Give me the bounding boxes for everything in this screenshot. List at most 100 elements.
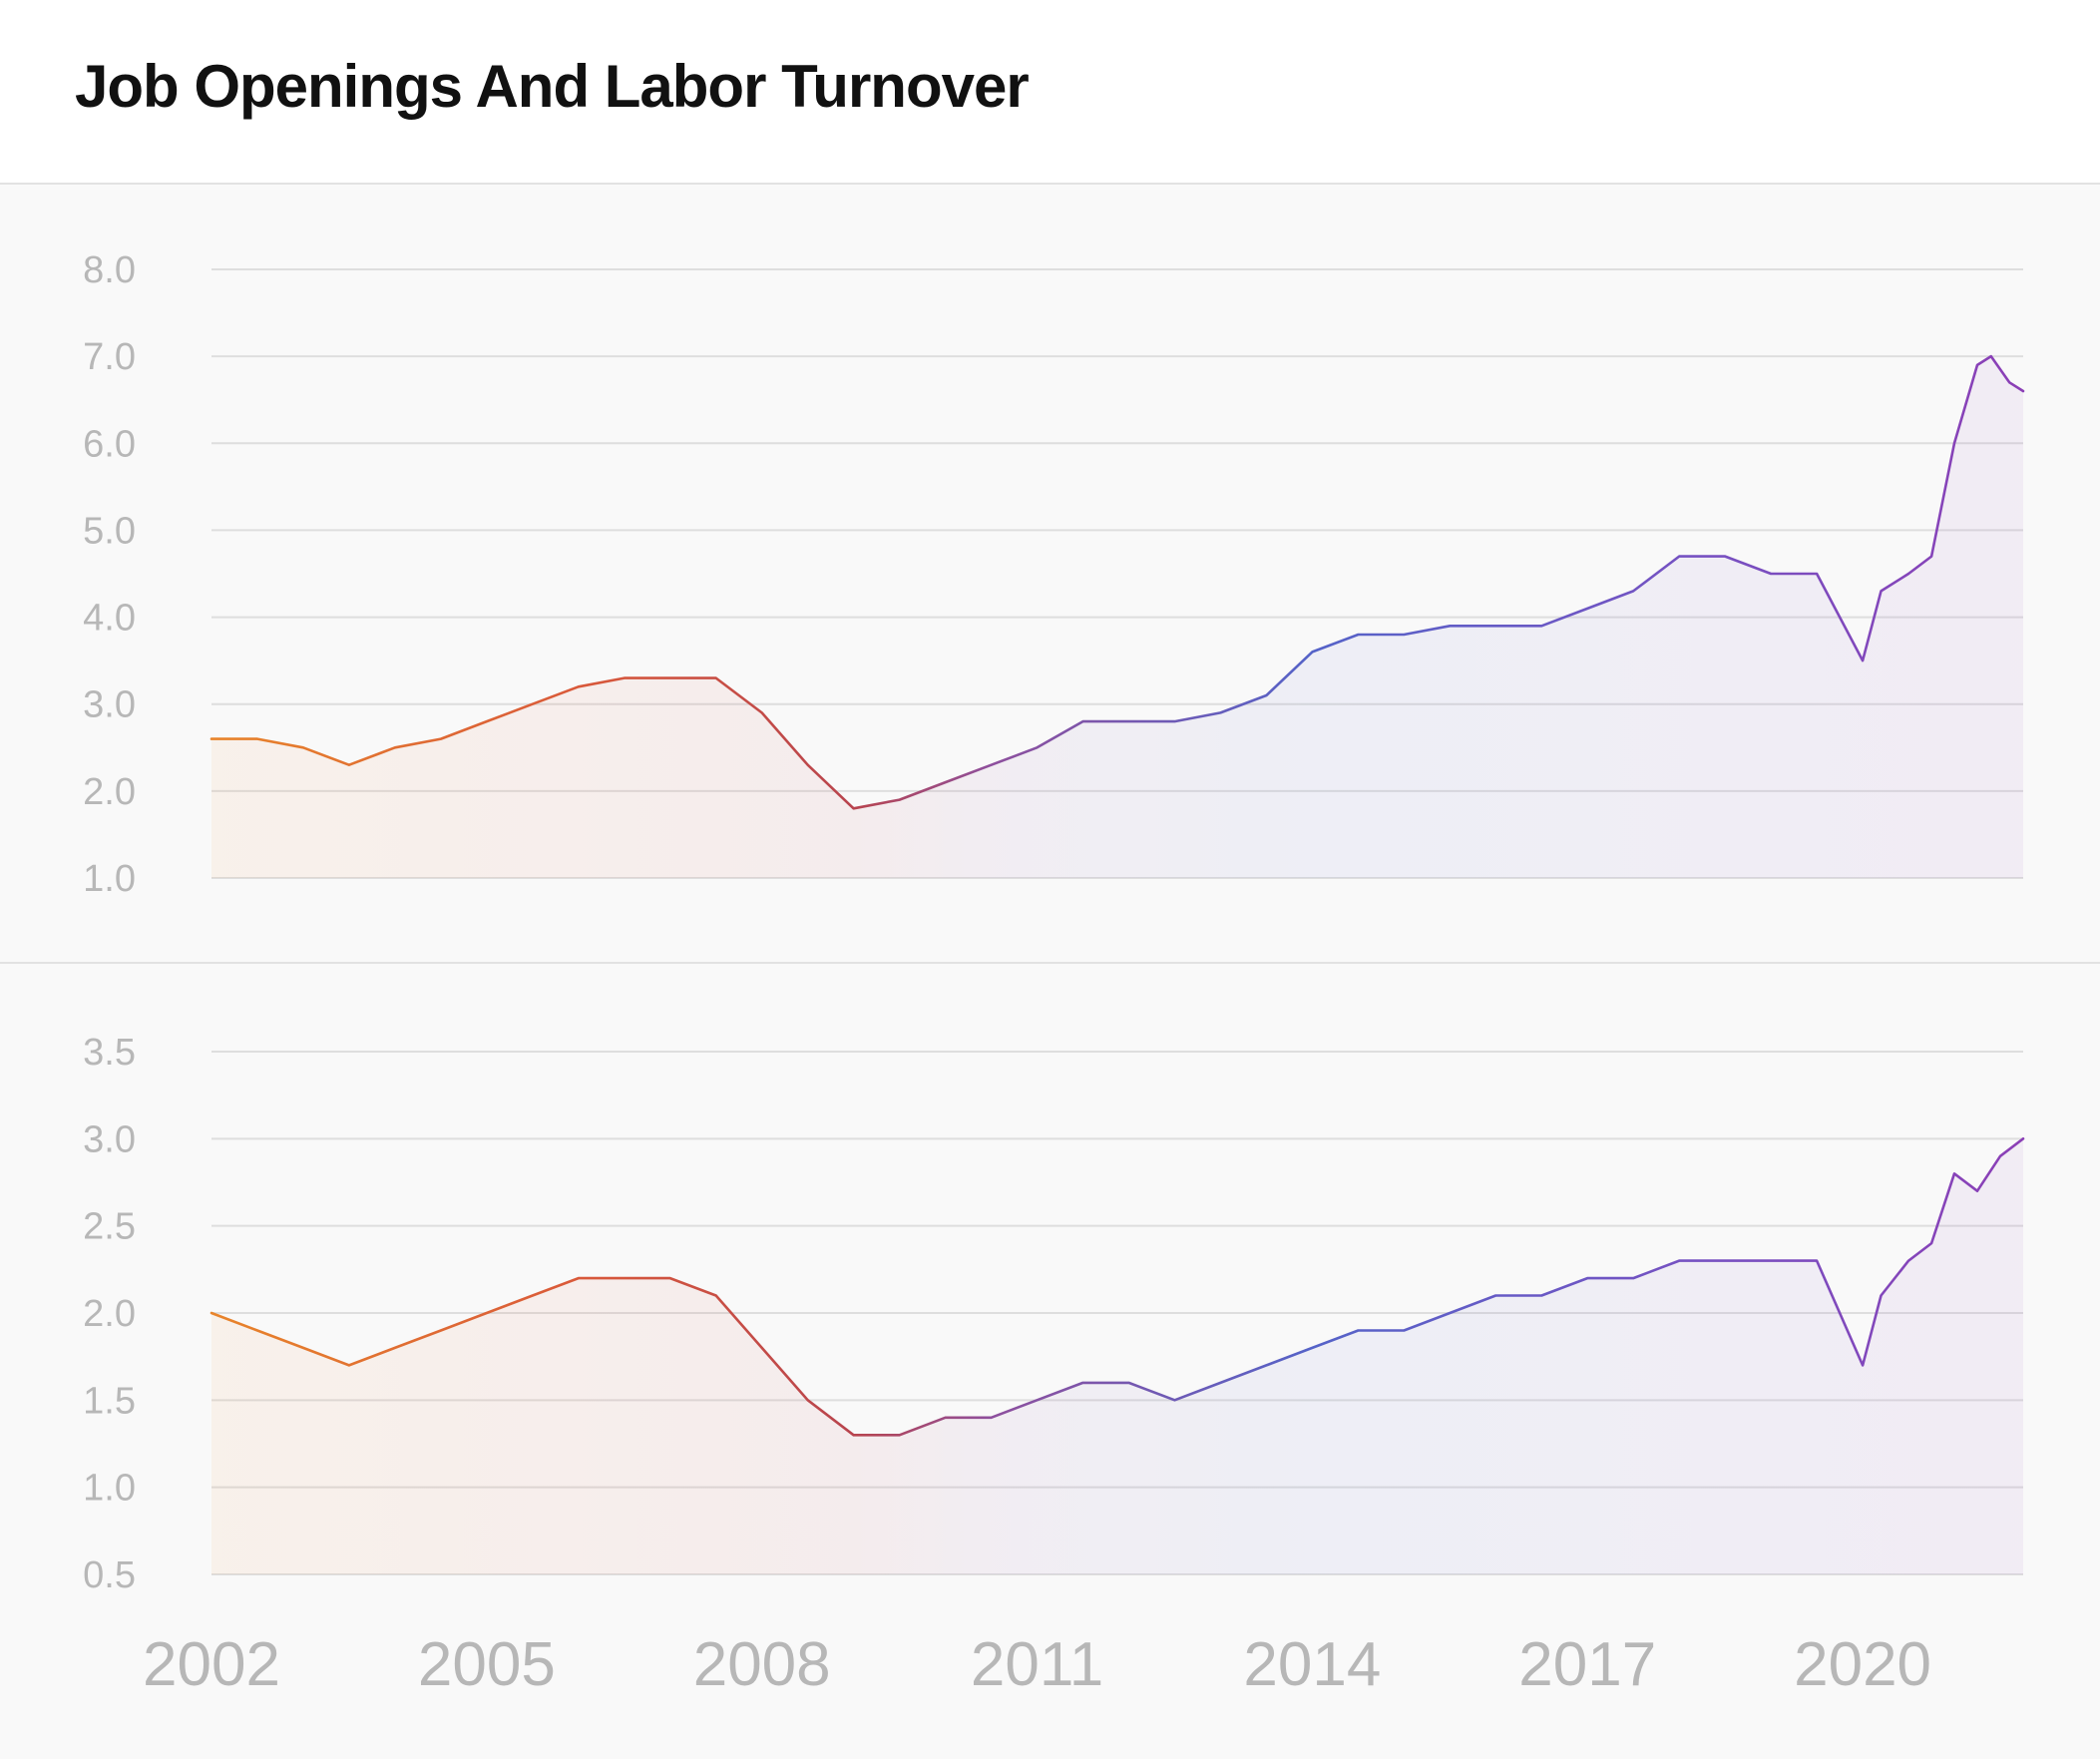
- x-tick-label: 2017: [1518, 1630, 1656, 1699]
- data-point: [990, 1417, 993, 1420]
- data-point: [1036, 746, 1039, 749]
- data-point: [898, 798, 901, 801]
- data-point: [1494, 625, 1497, 628]
- data-point: [760, 711, 763, 714]
- data-point: [1449, 625, 1452, 628]
- data-point: [1880, 590, 1883, 593]
- page-title: Job Openings And Labor Turnover: [75, 53, 1030, 120]
- y-tick-label: 4.0: [83, 598, 136, 640]
- data-point: [1862, 1364, 1865, 1367]
- data-point: [990, 763, 993, 766]
- data-point: [348, 1364, 351, 1367]
- data-point: [714, 676, 717, 679]
- data-point: [852, 1434, 855, 1437]
- y-tick-label: 6.0: [83, 423, 136, 465]
- x-tick-label: 2008: [693, 1630, 831, 1699]
- data-point: [852, 807, 855, 810]
- data-point: [394, 746, 397, 749]
- data-point: [578, 1277, 581, 1280]
- data-point: [1036, 1399, 1039, 1402]
- series-area: [211, 1138, 2023, 1574]
- data-point: [1265, 694, 1268, 697]
- data-point: [1930, 1242, 1933, 1245]
- data-point: [714, 1294, 717, 1297]
- data-point: [210, 737, 213, 740]
- data-point: [302, 1347, 305, 1350]
- y-tick-label: 3.0: [83, 1118, 136, 1160]
- data-point: [806, 1399, 809, 1402]
- data-point: [532, 1294, 535, 1297]
- data-point: [1632, 590, 1635, 593]
- data-point: [1880, 1294, 1883, 1297]
- series-area: [211, 356, 2023, 879]
- data-point: [1311, 651, 1314, 654]
- data-point: [1816, 573, 1819, 576]
- data-point: [1907, 573, 1910, 576]
- data-point: [944, 1417, 947, 1420]
- data-point: [1357, 1329, 1360, 1332]
- data-point: [1403, 1329, 1406, 1332]
- y-tick-label: 8.0: [83, 249, 136, 291]
- x-tick-label: 2005: [418, 1630, 556, 1699]
- data-point: [1173, 720, 1176, 723]
- data-point: [1540, 625, 1543, 628]
- x-axis: 2002 2005 2008 2011 2014 2017 2020: [143, 1630, 1931, 1699]
- data-point: [1311, 1347, 1314, 1350]
- panel-divider: [0, 962, 2100, 964]
- x-tick-label: 2014: [1243, 1630, 1381, 1699]
- data-point: [1494, 1294, 1497, 1297]
- data-point: [1976, 364, 1979, 367]
- data-point: [486, 1312, 489, 1315]
- data-point: [1999, 1155, 2002, 1158]
- data-point: [256, 737, 259, 740]
- data-point: [1632, 1277, 1635, 1280]
- data-point: [1976, 1189, 1979, 1192]
- data-point: [668, 1277, 671, 1280]
- data-point: [302, 746, 305, 749]
- data-point: [578, 685, 581, 688]
- data-point: [668, 676, 671, 679]
- data-point: [1449, 1312, 1452, 1315]
- data-point: [944, 781, 947, 784]
- data-point: [486, 720, 489, 723]
- y-tick-label: 0.5: [83, 1554, 136, 1596]
- data-point: [1953, 1172, 1956, 1175]
- data-point: [1173, 1399, 1176, 1402]
- data-point: [2022, 390, 2025, 393]
- data-point: [348, 763, 351, 766]
- y-tick-label: 3.0: [83, 684, 136, 726]
- data-point: [1127, 720, 1130, 723]
- data-point: [1219, 711, 1222, 714]
- y-tick-label: 1.0: [83, 1468, 136, 1510]
- data-point: [1907, 1259, 1910, 1262]
- data-point: [210, 1312, 213, 1315]
- chart-hires: 3.5 3.0 2.5 2.0 1.5 1.0 0.5: [83, 1032, 2025, 1596]
- data-point: [1724, 1259, 1727, 1262]
- data-point: [256, 1329, 259, 1332]
- data-point: [2008, 381, 2011, 384]
- data-point: [440, 737, 443, 740]
- chart-openings: 8.0 7.0 6.0 5.0 4.0 3.0 2.0 1.0: [83, 249, 2025, 900]
- data-point: [760, 1347, 763, 1350]
- data-point: [1678, 555, 1681, 558]
- data-point: [1540, 1294, 1543, 1297]
- data-point: [1724, 555, 1727, 558]
- y-tick-label: 7.0: [83, 336, 136, 378]
- data-point: [1081, 720, 1084, 723]
- data-point: [1265, 1364, 1268, 1367]
- data-point: [1586, 608, 1589, 611]
- data-point: [2022, 1137, 2025, 1140]
- data-point: [1862, 660, 1865, 662]
- series-line: [210, 1137, 2025, 1437]
- x-tick-label: 2011: [971, 1630, 1103, 1699]
- data-point: [898, 1434, 901, 1437]
- data-point: [1678, 1259, 1681, 1262]
- data-point: [1816, 1259, 1819, 1262]
- y-tick-label: 5.0: [83, 510, 136, 552]
- data-point: [624, 676, 627, 679]
- data-point: [806, 763, 809, 766]
- y-tick-label: 3.5: [83, 1032, 136, 1074]
- data-point: [1586, 1277, 1589, 1280]
- y-tick-label: 2.0: [83, 771, 136, 813]
